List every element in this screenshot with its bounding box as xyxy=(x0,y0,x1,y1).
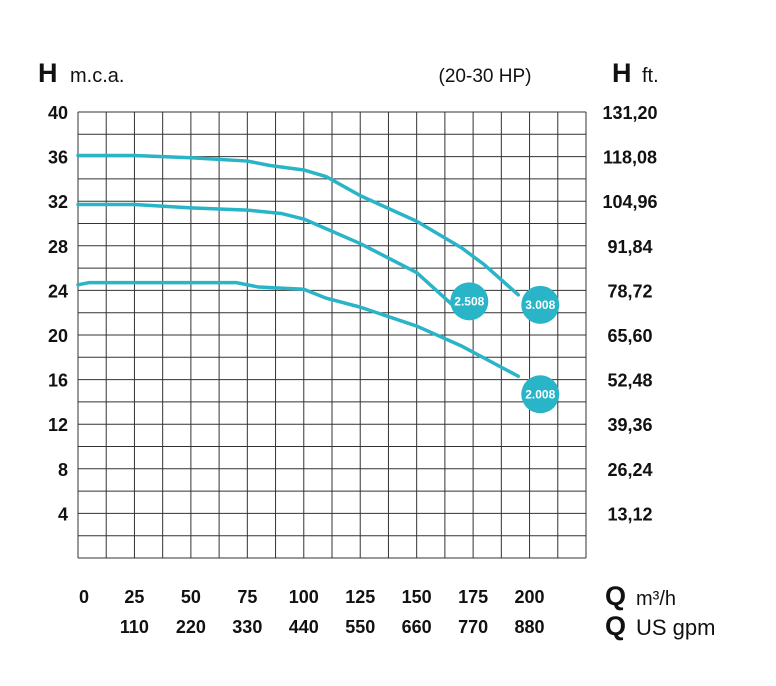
x-tick-label: 75 xyxy=(237,587,257,607)
y-tick-label: 28 xyxy=(48,237,68,257)
x-tick-label: 175 xyxy=(458,587,488,607)
y-tick-label: 12 xyxy=(48,415,68,435)
y2-tick-label: 78,72 xyxy=(607,281,652,301)
y2-tick-label: 52,48 xyxy=(607,371,652,391)
x-tick-label: 125 xyxy=(345,587,375,607)
y2-tick-label: 91,84 xyxy=(607,237,652,257)
curve xyxy=(76,153,521,297)
x2-tick-label: 880 xyxy=(515,617,545,637)
series-label: 3.008 xyxy=(525,298,555,312)
y2-tick-label: 13,12 xyxy=(607,504,652,524)
series-label: 2.008 xyxy=(525,387,555,401)
x-tick-label: 50 xyxy=(181,587,201,607)
subtitle: (20-30 HP) xyxy=(439,66,532,87)
x2-tick-label: 220 xyxy=(176,617,206,637)
y-tick-label: 40 xyxy=(48,103,68,123)
x-tick-label: 100 xyxy=(289,587,319,607)
x-tick-label: 200 xyxy=(515,587,545,607)
x2-label-symbol: Q xyxy=(605,611,626,641)
y2-tick-label: 65,60 xyxy=(607,326,652,346)
y2-tick-label: 131,20 xyxy=(602,103,657,123)
y-tick-label: 16 xyxy=(48,371,68,391)
y-tick-label: 4 xyxy=(58,504,68,524)
series-badge xyxy=(521,285,560,324)
y2-tick-label: 39,36 xyxy=(607,415,652,435)
curve xyxy=(76,202,460,312)
x2-tick-label: 660 xyxy=(402,617,432,637)
x-tick-label: 0 xyxy=(79,587,89,607)
x2-tick-label: 330 xyxy=(232,617,262,637)
y2-label-unit: ft. xyxy=(642,65,659,87)
x-tick-label: 150 xyxy=(402,587,432,607)
y-label-symbol: H xyxy=(38,58,58,88)
y-label-unit: m.c.a. xyxy=(70,65,124,87)
curve xyxy=(76,280,521,379)
y2-tick-label: 118,08 xyxy=(603,148,657,168)
y-tick-label: 8 xyxy=(58,460,68,480)
series-badge xyxy=(521,375,560,414)
series-label: 2.508 xyxy=(454,294,484,308)
y2-label-symbol: H xyxy=(612,58,632,88)
series-badge xyxy=(450,282,489,321)
y2-tick-label: 104,96 xyxy=(602,192,657,212)
y-tick-label: 36 xyxy=(48,148,68,168)
x2-tick-label: 110 xyxy=(120,617,149,637)
x2-tick-label: 550 xyxy=(345,617,375,637)
x2-tick-label: 440 xyxy=(289,617,319,637)
y-tick-label: 24 xyxy=(48,281,68,301)
x-label-unit: m³/h xyxy=(636,588,676,610)
y-tick-label: 32 xyxy=(48,192,68,212)
x-label-symbol: Q xyxy=(605,581,626,611)
y2-tick-label: 26,24 xyxy=(607,460,652,480)
x-tick-label: 25 xyxy=(124,587,144,607)
x2-label-unit: US gpm xyxy=(636,615,715,640)
x2-tick-label: 770 xyxy=(458,617,488,637)
y-tick-label: 20 xyxy=(48,326,68,346)
